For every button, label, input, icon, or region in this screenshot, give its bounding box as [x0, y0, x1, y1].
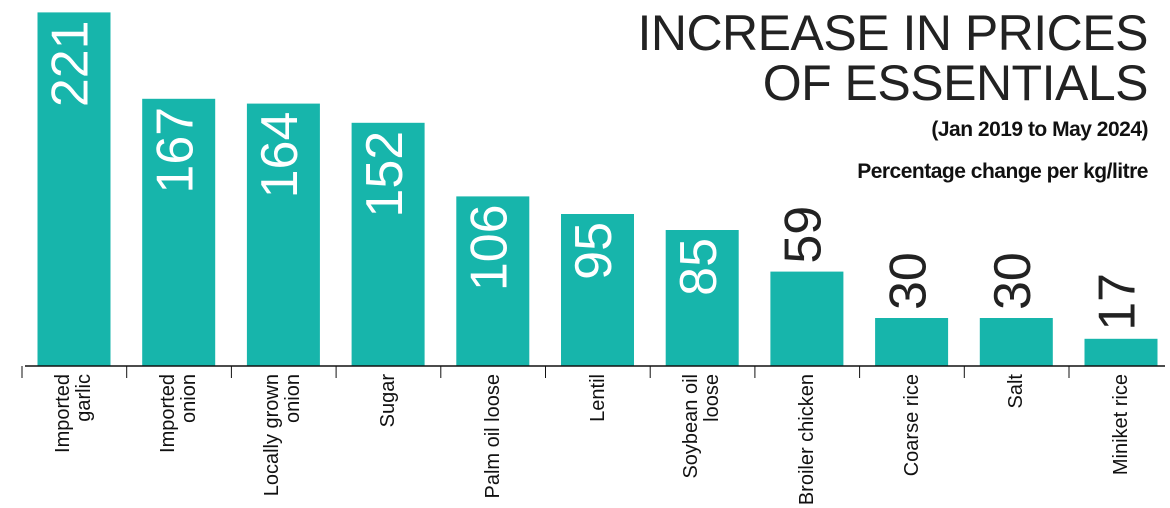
chart-subtitle: (Jan 2019 to May 2024) [931, 118, 1148, 142]
x-tick-label: Locally grown onion [258, 374, 308, 506]
x-tick-label: Soybean oil loose [677, 374, 727, 506]
value-label: 106 [461, 204, 519, 291]
chart: 221 167 164 152 106 95 85 59 30 30 17 INCREASE IN … [0, 0, 1170, 508]
bar [875, 318, 948, 366]
x-tick-label: Imported onion [154, 374, 204, 506]
value-label: 59 [775, 206, 833, 264]
value-label: 167 [146, 107, 204, 194]
x-tick-label: Sugar [363, 374, 413, 506]
bar [980, 318, 1053, 366]
value-label: 85 [670, 238, 728, 296]
value-label: 152 [356, 131, 414, 218]
chart-title: INCREASE IN PRICES OF ESSENTIALS [588, 8, 1148, 108]
x-tick-label: Imported garlic [49, 374, 99, 506]
x-tick-label: Coarse rice [887, 374, 937, 506]
x-tick-label: Salt [991, 374, 1041, 506]
value-label: 30 [984, 252, 1042, 310]
bar [1085, 339, 1158, 366]
value-label: 17 [1089, 273, 1147, 331]
bar [770, 272, 843, 366]
x-tick-label: Lentil [573, 374, 623, 506]
value-label: 30 [879, 252, 937, 310]
x-tick-label: Broiler chicken [782, 374, 832, 506]
x-tick-label: Palm oil loose [468, 374, 518, 506]
value-label: 221 [42, 20, 100, 107]
x-tick-label: Miniket rice [1096, 374, 1146, 506]
unit-note: Percentage change per kg/litre [857, 160, 1148, 184]
value-label: 164 [251, 112, 309, 199]
value-label: 95 [565, 222, 623, 280]
